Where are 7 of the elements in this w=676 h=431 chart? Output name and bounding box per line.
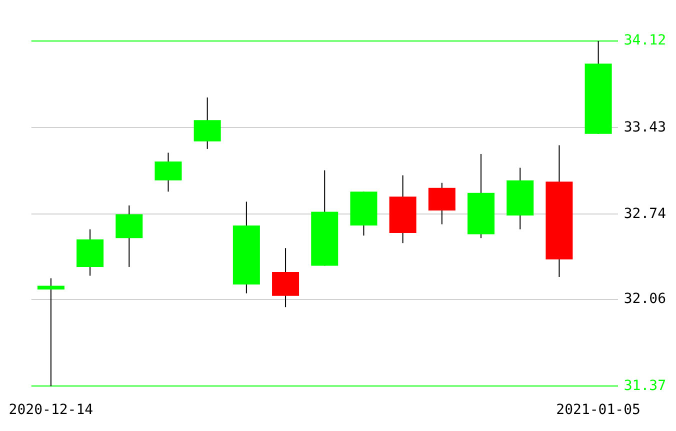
x-tick-label: 2021-01-05 xyxy=(556,402,640,418)
x-tick-label: 2020-12-14 xyxy=(8,402,94,418)
y-tick-label: 32.06 xyxy=(624,291,666,308)
y-tick-label: 33.43 xyxy=(624,119,666,136)
y-tick-label: 31.37 xyxy=(624,378,666,394)
y-tick-label: 32.74 xyxy=(624,206,666,222)
y-tick-label: 34.12 xyxy=(624,32,666,49)
